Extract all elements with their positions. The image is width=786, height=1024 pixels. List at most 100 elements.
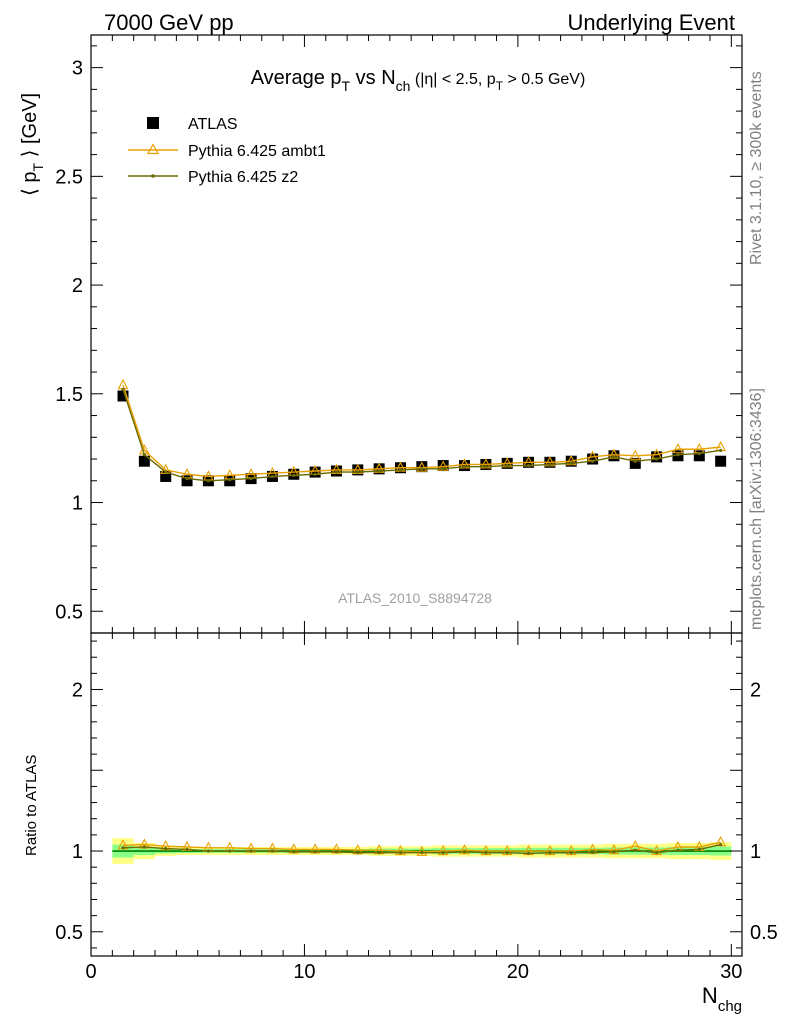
- z2-point: [356, 470, 360, 474]
- z2-point: [164, 470, 168, 474]
- z2-point: [206, 479, 210, 483]
- ratio-ambt1-point: [437, 844, 449, 856]
- atlas-point: [309, 466, 321, 478]
- legend-atlas-marker: [147, 117, 159, 129]
- ambt1-point: [672, 443, 684, 454]
- ratio-z2-point: [121, 846, 125, 850]
- legend-z2-marker: [151, 174, 155, 178]
- ratio-ambt1-point: [651, 844, 663, 856]
- z2-point: [249, 477, 253, 481]
- z2-point: [462, 465, 467, 469]
- z2-point: [185, 477, 189, 481]
- ratio-z2-point: [676, 848, 680, 852]
- ratio-z2-point: [313, 850, 317, 854]
- z2-point: [292, 473, 296, 477]
- z2-point: [505, 463, 509, 468]
- ratio-z2-point: [590, 851, 595, 855]
- ratio-ambt1-point: [608, 844, 620, 855]
- atlas-point: [160, 470, 172, 482]
- ratio-ambt1-point: [416, 845, 428, 856]
- ratio-z2-point: [420, 851, 424, 855]
- watermark: ATLAS_2010_S8894728: [338, 590, 492, 606]
- atlas-point: [437, 460, 449, 472]
- ratio-ytick-label-right: 1: [750, 841, 761, 863]
- ratio-z2-point: [377, 851, 381, 855]
- ratio-z2-point: [441, 851, 445, 855]
- z2-point: [548, 462, 552, 467]
- z2-point: [121, 387, 125, 392]
- z2-point: [142, 453, 146, 457]
- ratio-ytick-label-right: 2: [750, 680, 761, 702]
- ratio-z2-point: [398, 851, 403, 855]
- z2-point: [633, 459, 637, 463]
- z2-point: [612, 455, 616, 459]
- ratio-z2-point: [655, 851, 659, 855]
- side-label-rivet: Rivet 3.1.10, ≥ 300k events: [748, 71, 765, 265]
- ratio-z2-point: [185, 847, 189, 852]
- atlas-point: [629, 457, 641, 469]
- z2-point: [590, 459, 595, 463]
- main-ylabel: ⟨ pT ⟩ [GeV]: [19, 93, 46, 196]
- header-right: Underlying Event: [567, 10, 735, 35]
- xtick-label: 30: [720, 961, 742, 983]
- side-label-mcplots: mcplots.cern.ch [arXiv:1306:3436]: [748, 388, 765, 630]
- main-title: Average pT vs Nch (|η| < 2.5, pT > 0.5 G…: [251, 67, 586, 94]
- ratio-z2-point: [612, 850, 616, 854]
- z2-point: [697, 452, 701, 456]
- ratio-z2-point: [719, 842, 723, 847]
- atlas-point: [138, 455, 150, 467]
- legend-ambt1-marker: [146, 143, 160, 155]
- ratio-z2-point: [526, 851, 531, 856]
- atlas-point: [117, 390, 129, 402]
- atlas-point: [587, 453, 599, 465]
- main-data-marks: [117, 378, 727, 487]
- ratio-z2-point: [228, 849, 232, 853]
- main-panel: Average pT vs Nch (|η| < 2.5, pT > 0.5 G…: [19, 34, 743, 634]
- xtick-label: 10: [293, 961, 315, 983]
- z2-point: [398, 468, 403, 472]
- atlas-point: [416, 461, 428, 473]
- ratio-ambt1-point: [544, 844, 556, 856]
- ratio-data-marks: [112, 835, 732, 864]
- main-axes: 0.5 1 1.5 2 2.5 3: [55, 34, 743, 634]
- ratio-z2-point: [206, 849, 210, 853]
- legend-ambt1-label: Pythia 6.425 ambt1: [188, 143, 326, 160]
- ratio-z2-point: [462, 850, 467, 854]
- atlas-point: [651, 451, 663, 463]
- ratio-z2-point: [569, 851, 573, 855]
- ratio-axes: 0.5 0.51 12 20 10 20 30: [55, 632, 778, 983]
- ratio-z2-point: [249, 849, 253, 853]
- atlas-point: [715, 455, 727, 467]
- ratio-z2-point: [164, 847, 168, 851]
- z2-point: [228, 478, 232, 482]
- atlas-point: [181, 475, 193, 487]
- main-ytick-label: 3: [72, 58, 83, 80]
- ratio-z2-point: [697, 847, 701, 852]
- xtick-label: 0: [85, 961, 96, 983]
- ratio-ytick-label: 2: [72, 680, 83, 702]
- main-ytick-label: 0.5: [55, 601, 83, 623]
- ratio-ambt1-point: [501, 844, 513, 856]
- z2-point: [334, 470, 339, 474]
- ratio-z2-point: [505, 851, 509, 855]
- ratio-ytick-label-right: 0.5: [750, 922, 778, 944]
- z2-point: [441, 467, 445, 471]
- z2-point: [420, 467, 424, 471]
- ratio-ytick-label: 1: [72, 841, 83, 863]
- main-ytick-label: 2.5: [55, 166, 83, 188]
- ambt1-point: [416, 461, 428, 472]
- main-ytick-label: 1.5: [55, 384, 83, 406]
- ratio-z2-point: [142, 845, 146, 849]
- ratio-z2-point: [292, 850, 296, 854]
- z2-point: [270, 474, 275, 479]
- z2-point: [719, 448, 723, 452]
- ratio-frame: [90, 632, 743, 957]
- z2-point: [313, 472, 317, 476]
- ratio-z2-point: [270, 849, 275, 853]
- ambt1-point: [629, 449, 641, 460]
- ratio-ylabel: Ratio to ATLAS: [23, 755, 40, 856]
- ratio-ambt1-point: [459, 844, 470, 855]
- ratio-panel: Ratio to ATLAS 0.5 0.51 12 20 10 20 30 Nchg: [23, 632, 778, 1015]
- legend-atlas-label: ATLAS: [188, 116, 238, 133]
